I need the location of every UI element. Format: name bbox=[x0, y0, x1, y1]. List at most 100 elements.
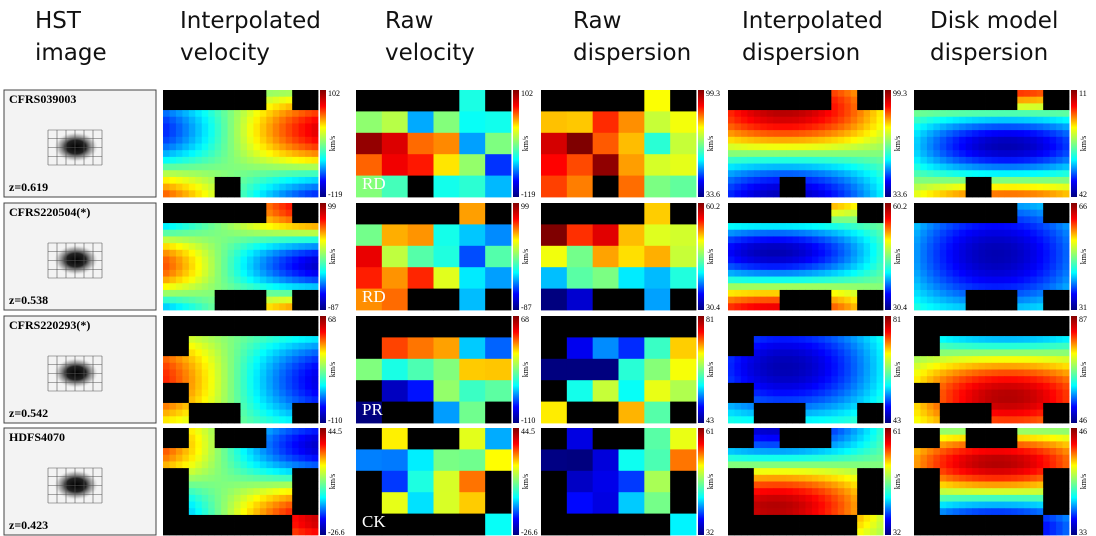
map-pixel bbox=[234, 409, 241, 417]
map-pixel bbox=[959, 454, 967, 462]
map-pixel bbox=[818, 203, 826, 211]
map-pixel bbox=[1023, 203, 1031, 211]
map-pixel bbox=[1030, 481, 1038, 489]
map-pixel bbox=[272, 409, 280, 417]
map-pixel bbox=[541, 245, 568, 268]
map-pixel bbox=[246, 508, 254, 516]
map-pixel bbox=[1043, 382, 1051, 390]
map-pixel bbox=[760, 494, 768, 502]
map-pixel bbox=[985, 103, 992, 111]
map-pixel bbox=[272, 96, 280, 104]
map-pixel bbox=[195, 283, 203, 291]
map-pixel bbox=[227, 229, 235, 237]
map-pixel bbox=[850, 382, 858, 390]
map-pixel bbox=[214, 130, 222, 138]
map-pixel bbox=[201, 183, 209, 191]
map-pixel bbox=[747, 269, 755, 277]
map-pixel bbox=[292, 96, 300, 104]
map-pixel bbox=[1004, 170, 1012, 178]
map-pixel bbox=[298, 336, 306, 344]
map-pixel bbox=[952, 316, 960, 324]
map-pixel bbox=[1049, 136, 1057, 144]
map-pixel bbox=[740, 356, 748, 364]
map-pixel bbox=[876, 362, 884, 370]
map-pixel bbox=[876, 316, 884, 324]
map-pixel bbox=[1056, 356, 1063, 364]
map-pixel bbox=[1017, 461, 1025, 469]
map-pixel bbox=[766, 143, 774, 151]
map-pixel bbox=[272, 362, 280, 370]
map-pixel bbox=[926, 316, 934, 324]
map-pixel bbox=[773, 488, 781, 496]
map-pixel bbox=[972, 396, 979, 404]
map-pixel bbox=[978, 123, 986, 131]
map-pixel bbox=[208, 269, 216, 277]
map-pixel bbox=[240, 376, 248, 384]
map-pixel bbox=[272, 349, 280, 357]
map-pixel bbox=[753, 96, 761, 104]
map-pixel bbox=[824, 434, 832, 442]
map-pixel bbox=[991, 156, 999, 164]
map-pixel bbox=[734, 236, 742, 244]
map-pixel bbox=[253, 416, 261, 424]
map-pixel bbox=[1043, 396, 1051, 404]
map-pixel bbox=[1004, 474, 1012, 482]
galaxy bbox=[54, 245, 98, 275]
map-pixel bbox=[747, 434, 755, 442]
map-pixel bbox=[870, 190, 877, 198]
map-pixel bbox=[933, 416, 941, 424]
map-pixel bbox=[952, 336, 960, 344]
map-pixel bbox=[240, 303, 248, 311]
map-pixel bbox=[305, 329, 312, 337]
map-pixel bbox=[926, 289, 934, 298]
map-pixel bbox=[175, 488, 183, 496]
map-pixel bbox=[240, 402, 248, 411]
map-pixel bbox=[728, 256, 735, 264]
map-pixel bbox=[1004, 448, 1012, 456]
map-pixel bbox=[1030, 130, 1038, 138]
map-pixel bbox=[792, 369, 800, 377]
map-pixel bbox=[266, 501, 274, 509]
map-pixel bbox=[991, 236, 999, 244]
map-pixel bbox=[201, 116, 209, 124]
map-pixel bbox=[926, 243, 934, 251]
map-pixel bbox=[863, 494, 871, 502]
map-pixel bbox=[221, 441, 228, 449]
map-pixel bbox=[786, 488, 793, 496]
map-pixel bbox=[311, 170, 319, 178]
map-pixel bbox=[876, 183, 884, 191]
map-pixel bbox=[618, 111, 645, 134]
map-pixel bbox=[997, 103, 1005, 111]
map-pixel bbox=[433, 316, 460, 338]
map-pixel bbox=[356, 470, 383, 493]
map-pixel bbox=[799, 322, 806, 330]
map-pixel bbox=[266, 276, 274, 284]
map-pixel bbox=[214, 441, 222, 449]
map-pixel bbox=[740, 303, 748, 311]
map-pixel bbox=[1030, 170, 1038, 178]
map-pixel bbox=[870, 409, 877, 417]
map-pixel bbox=[201, 263, 209, 271]
map-pixel bbox=[933, 209, 941, 217]
map-pixel bbox=[311, 143, 319, 151]
map-pixel bbox=[728, 216, 735, 224]
map-pixel bbox=[779, 263, 787, 271]
map-pixel bbox=[279, 356, 287, 364]
map-pixel bbox=[850, 116, 858, 124]
map-pixel bbox=[253, 316, 261, 324]
map-pixel bbox=[1056, 136, 1063, 144]
map-pixel bbox=[837, 349, 845, 357]
map-pixel bbox=[850, 96, 858, 104]
map-pixel bbox=[811, 116, 819, 124]
map-pixel bbox=[831, 528, 839, 536]
map-pixel bbox=[799, 183, 806, 191]
scale-max: 68 bbox=[521, 315, 529, 324]
map-pixel bbox=[824, 143, 832, 151]
map-pixel bbox=[188, 190, 196, 198]
column-header: Interpolated bbox=[742, 8, 883, 34]
map-pixel bbox=[485, 154, 512, 176]
map-pixel bbox=[857, 441, 865, 449]
map-pixel bbox=[786, 514, 793, 523]
map-pixel bbox=[933, 90, 941, 98]
map-pixel bbox=[837, 249, 845, 257]
